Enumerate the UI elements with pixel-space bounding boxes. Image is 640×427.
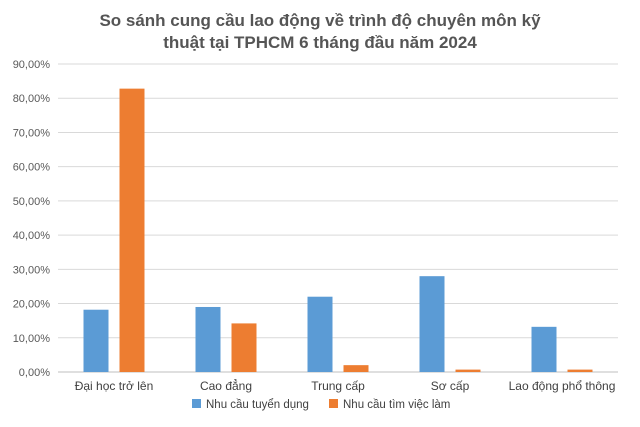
- y-tick-label: 0,00%: [19, 367, 50, 379]
- bar-tuyen-dung-2: [307, 296, 333, 372]
- bar-tuyen-dung-4: [531, 326, 557, 372]
- x-axis-categories: Đại học trở lên Cao đẳng Trung cấp Sơ cấp La…: [75, 378, 616, 393]
- legend-swatch: [192, 399, 201, 408]
- y-tick-label: 20,00%: [13, 299, 51, 311]
- bar-tim-viec-0: [119, 88, 145, 372]
- y-tick-label: 30,00%: [13, 264, 51, 276]
- y-tick-label: 10,00%: [13, 333, 51, 345]
- legend-label: Nhu cầu tìm việc làm: [343, 399, 450, 411]
- category-label: Cao đẳng: [200, 378, 252, 393]
- gridlines: [58, 63, 618, 373]
- legend: Nhu cầu tuyển dụng Nhu cầu tìm việc làm: [192, 399, 450, 411]
- bar-tuyen-dung-0: [83, 309, 109, 372]
- bar-tuyen-dung-3: [419, 276, 445, 372]
- legend-swatch: [329, 399, 338, 408]
- bar-tim-viec-4: [567, 369, 593, 372]
- category-label: Trung cấp: [311, 379, 365, 393]
- category-label: Đại học trở lên: [75, 379, 154, 393]
- y-tick-label: 90,00%: [13, 59, 51, 71]
- category-label: Lao động phổ thông: [509, 379, 616, 393]
- chart-title-line-2: thuật tại TPHCM 6 tháng đầu năm 2024: [163, 33, 477, 52]
- y-tick-label: 40,00%: [13, 230, 51, 242]
- chart-title-line-1: So sánh cung cầu lao động về trình độ ch…: [99, 11, 541, 30]
- y-tick-label: 60,00%: [13, 162, 51, 174]
- y-tick-label: 70,00%: [13, 127, 51, 139]
- bars: [83, 88, 593, 372]
- y-tick-label: 80,00%: [13, 93, 51, 105]
- bar-tim-viec-1: [231, 323, 257, 372]
- y-tick-label: 50,00%: [13, 196, 51, 208]
- y-axis-ticks: 0,00% 10,00% 20,00% 30,00% 40,00% 50,00% 60,00…: [13, 59, 51, 379]
- bar-tim-viec-2: [343, 365, 369, 372]
- category-label: Sơ cấp: [431, 379, 470, 393]
- legend-label: Nhu cầu tuyển dụng: [206, 399, 309, 411]
- bar-tim-viec-3: [455, 369, 481, 372]
- bar-tuyen-dung-1: [195, 306, 221, 372]
